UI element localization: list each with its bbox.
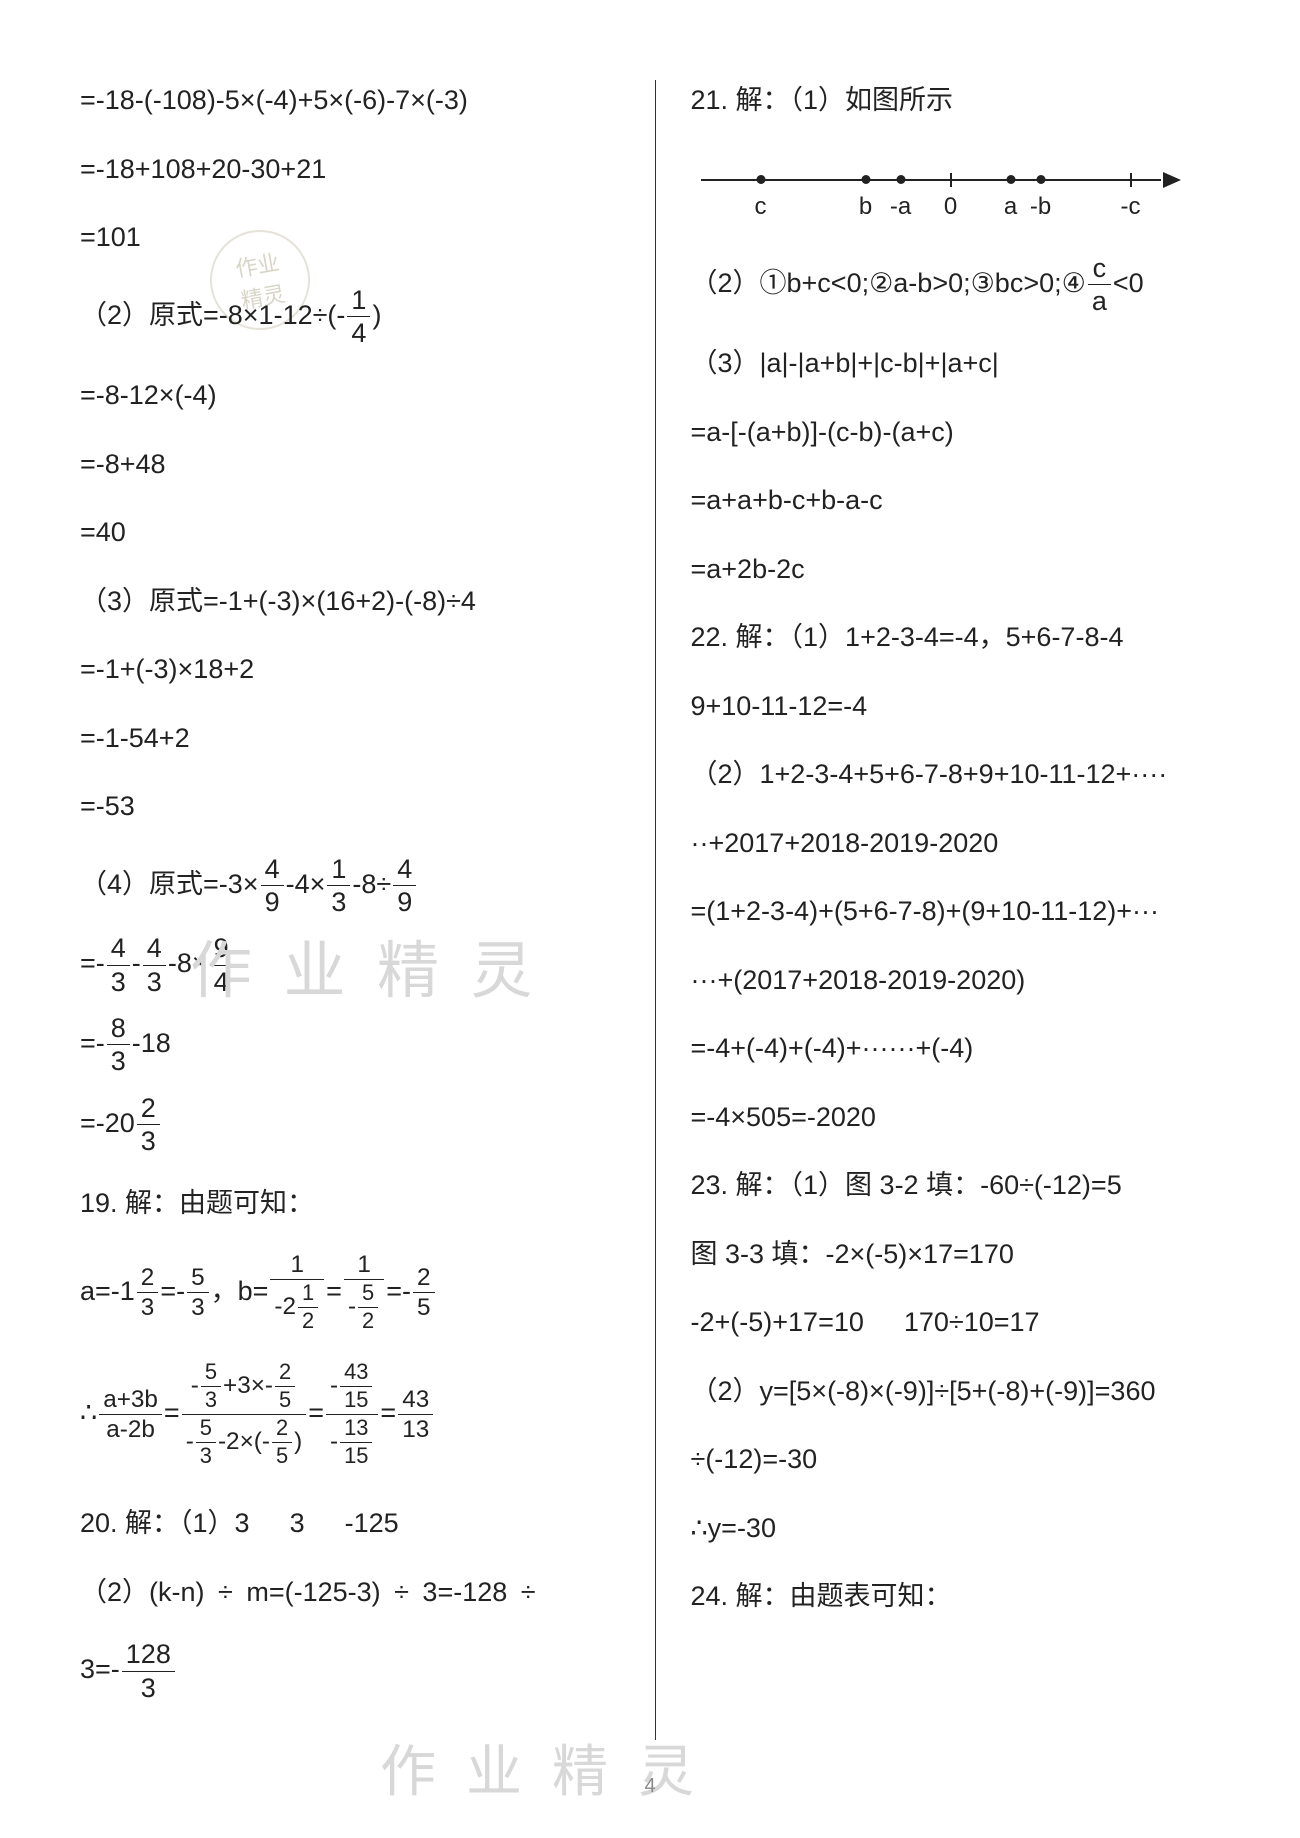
math-line: ∴y=-30 xyxy=(691,1508,1231,1549)
problem-heading: 22. 解：（1）1+2-3-4=-4，5+6-7-8-4 xyxy=(691,617,1231,658)
math-line: =-4×505=-2020 xyxy=(691,1097,1231,1138)
math-line: （4）原式=-3×49-4×13-8÷49 xyxy=(80,855,620,917)
number-line-tick xyxy=(1130,173,1132,187)
math-line: =-1+(-3)×18+2 xyxy=(80,649,620,690)
math-line: =-1-54+2 xyxy=(80,718,620,759)
math-line: =a-[-(a+b)]-(c-b)-(a+c) xyxy=(691,412,1231,453)
math-line: （2）1+2-3-4+5+6-7-8+9+10-11-12+···· xyxy=(691,754,1231,795)
math-line: 3=-1283 xyxy=(80,1640,620,1702)
math-line: =(1+2-3-4)+(5+6-7-8)+(9+10-11-12)+··· xyxy=(691,891,1231,932)
math-line: =-18+108+20-30+21 xyxy=(80,149,620,190)
number-line-label: -a xyxy=(890,193,911,221)
math-line: =-8+48 xyxy=(80,444,620,485)
math-line: =-8-12×(-4) xyxy=(80,375,620,416)
number-line-axis xyxy=(701,179,1161,181)
math-line: （2）y=[5×(-8)×(-9)]÷[5+(-8)+(-9)]=360 xyxy=(691,1371,1231,1412)
right-column: 21. 解：（1）如图所示 c b -a 0 a -b -c （2）①b+c<0;②a-b>… xyxy=(656,80,1231,1740)
page-number: 4 xyxy=(644,1775,655,1798)
math-line: =a+2b-2c xyxy=(691,549,1231,590)
math-line: =-18-(-108)-5×(-4)+5×(-6)-7×(-3) xyxy=(80,80,620,121)
math-line: =a+a+b-c+b-a-c xyxy=(691,480,1231,521)
page-content: =-18-(-108)-5×(-4)+5×(-6)-7×(-3) =-18+10… xyxy=(80,80,1230,1740)
math-line: （3）原式=-1+(-3)×(16+2)-(-8)÷4 xyxy=(80,581,620,622)
math-line: =-2023 xyxy=(80,1094,620,1156)
math-line: （2）①b+c<0;②a-b>0;③bc>0;④ca<0 xyxy=(691,254,1231,316)
number-line-point xyxy=(1006,175,1015,184)
math-line: a=-123=-53，b=1-212=1-52=-25 xyxy=(80,1252,620,1333)
problem-heading: 24. 解：由题表可知： xyxy=(691,1576,1231,1617)
math-line: 9+10-11-12=-4 xyxy=(691,686,1231,727)
number-line-label: 0 xyxy=(944,193,957,221)
math-line: 图 3-3 填：-2×(-5)×17=170 xyxy=(691,1234,1231,1275)
number-line-tick xyxy=(950,173,952,187)
number-line-point xyxy=(896,175,905,184)
number-line-point xyxy=(861,175,870,184)
math-line: =-83-18 xyxy=(80,1014,620,1076)
math-line: （3）|a|-|a+b|+|c-b|+|a+c| xyxy=(691,343,1231,384)
math-line: （2）(k-n) ÷ m=(-125-3) ÷ 3=-128 ÷ xyxy=(80,1572,620,1613)
math-line: =40 xyxy=(80,512,620,553)
math-line: =101 xyxy=(80,217,620,258)
math-line: ÷(-12)=-30 xyxy=(691,1439,1231,1480)
problem-heading: 19. 解：由题可知： xyxy=(80,1183,620,1224)
math-line: ∴a+3ba-2b=-53+3×-25-53-2×(-25)=-4315-131… xyxy=(80,1361,620,1468)
number-line-label: a xyxy=(1004,193,1017,221)
left-column: =-18-(-108)-5×(-4)+5×(-6)-7×(-3) =-18+10… xyxy=(80,80,655,1740)
math-line: ··+2017+2018-2019-2020 xyxy=(691,823,1231,864)
number-line-label: -c xyxy=(1121,193,1141,221)
number-line-label: b xyxy=(859,193,872,221)
problem-heading: 20. 解：（1）33-125 xyxy=(80,1503,620,1544)
math-line: =-53 xyxy=(80,786,620,827)
problem-heading: 23. 解：（1）图 3-2 填：-60÷(-12)=5 xyxy=(691,1165,1231,1206)
math-line: ···+(2017+2018-2019-2020) xyxy=(691,960,1231,1001)
problem-heading: 21. 解：（1）如图所示 xyxy=(691,80,1231,121)
number-line-label: -b xyxy=(1030,193,1051,221)
math-line: -2+(-5)+17=10170÷10=17 xyxy=(691,1302,1231,1343)
math-line: =-43-43-8×94 xyxy=(80,934,620,996)
math-line: =-4+(-4)+(-4)+······+(-4) xyxy=(691,1028,1231,1069)
number-line-label: c xyxy=(755,193,767,221)
number-line-point xyxy=(756,175,765,184)
number-line-point xyxy=(1036,175,1045,184)
arrow-icon xyxy=(1163,172,1181,188)
number-line-diagram: c b -a 0 a -b -c xyxy=(701,159,1181,229)
math-line: （2）原式=-8×1-12÷(-14) xyxy=(80,286,620,348)
